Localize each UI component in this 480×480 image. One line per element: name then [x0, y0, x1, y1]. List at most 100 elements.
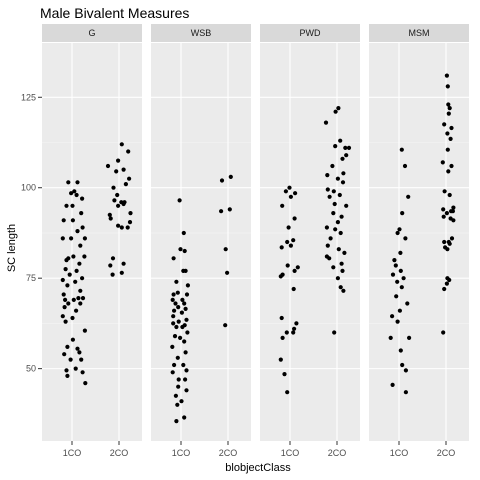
panel-background: [260, 43, 360, 441]
data-point: [442, 239, 447, 245]
data-point: [77, 350, 82, 355]
x-tick-label: 1CO: [281, 448, 300, 458]
data-point: [228, 174, 233, 179]
data-point: [292, 326, 297, 331]
data-point: [171, 292, 176, 297]
panel-background: [151, 43, 251, 441]
data-point: [80, 296, 86, 301]
data-point: [181, 230, 186, 236]
data-point: [295, 265, 300, 270]
data-point: [441, 214, 446, 219]
data-point: [70, 337, 75, 342]
data-point: [445, 84, 450, 89]
data-point: [287, 185, 292, 190]
data-point: [392, 258, 397, 263]
data-point: [182, 339, 187, 344]
panel-strip: [260, 24, 360, 42]
data-point: [172, 362, 177, 368]
data-point: [395, 319, 400, 324]
data-point: [340, 268, 345, 273]
data-point: [123, 182, 128, 187]
data-point: [74, 308, 79, 313]
data-point: [288, 243, 293, 248]
data-point: [78, 301, 83, 306]
data-point: [119, 270, 124, 275]
data-point: [280, 203, 285, 208]
panel-background: [42, 43, 142, 441]
x-tick-label: 1CO: [172, 448, 191, 458]
data-point: [284, 330, 289, 335]
data-point: [398, 268, 403, 273]
data-point: [294, 321, 299, 326]
data-point: [179, 310, 184, 315]
data-point: [449, 163, 454, 169]
data-point: [60, 277, 65, 283]
panel-strip: [151, 24, 251, 42]
data-point: [278, 274, 283, 279]
data-point: [173, 301, 178, 306]
panel-background: [369, 43, 469, 441]
y-axis-title: SC length: [6, 224, 18, 272]
data-point: [278, 357, 283, 362]
data-point: [400, 211, 405, 216]
panel-g: G 1CO 2CO: [42, 24, 167, 458]
data-point: [325, 243, 330, 248]
data-point: [127, 176, 132, 181]
data-point: [82, 236, 87, 241]
data-point: [402, 163, 408, 169]
data-point: [185, 330, 190, 335]
data-point: [184, 292, 190, 297]
data-point: [69, 236, 74, 241]
data-point: [183, 377, 188, 382]
data-point: [219, 209, 224, 214]
data-point: [333, 109, 338, 114]
y-tick-label: 50: [26, 364, 36, 374]
data-point: [445, 131, 450, 136]
data-point: [446, 102, 451, 107]
data-point: [82, 254, 87, 259]
data-point: [335, 276, 340, 281]
data-point: [170, 344, 175, 349]
data-point: [444, 281, 449, 286]
data-point: [338, 138, 343, 143]
data-point: [60, 236, 65, 241]
data-point: [183, 268, 188, 273]
data-point: [286, 225, 291, 230]
data-point: [446, 169, 451, 174]
data-point: [406, 194, 411, 199]
data-point: [115, 192, 120, 198]
data-point: [66, 301, 71, 306]
data-point: [112, 198, 117, 203]
data-point: [121, 201, 126, 207]
data-point: [279, 315, 284, 321]
data-point: [182, 248, 187, 254]
data-point: [184, 368, 189, 373]
data-point: [337, 192, 342, 198]
data-point: [80, 276, 85, 281]
data-point: [116, 203, 121, 208]
data-point: [397, 308, 402, 313]
data-point: [292, 268, 297, 273]
data-point: [285, 263, 290, 268]
data-point: [71, 254, 76, 259]
data-point: [80, 225, 85, 230]
data-point: [126, 149, 131, 154]
data-point: [75, 180, 80, 185]
data-point: [390, 272, 396, 277]
data-point: [338, 285, 343, 290]
data-point: [172, 308, 177, 313]
data-point: [67, 272, 72, 277]
data-point: [178, 247, 183, 252]
y-tick-label: 100: [21, 183, 36, 193]
data-point: [70, 315, 75, 321]
panel-strip: [42, 24, 142, 42]
data-point: [399, 285, 404, 290]
data-point: [332, 201, 337, 207]
data-point: [175, 290, 180, 295]
data-point: [219, 178, 225, 183]
data-point: [61, 218, 66, 223]
data-point: [343, 145, 348, 150]
data-point: [440, 160, 445, 165]
panel-wsb: WSB 1CO 2CO: [151, 24, 276, 458]
data-point: [449, 125, 454, 131]
